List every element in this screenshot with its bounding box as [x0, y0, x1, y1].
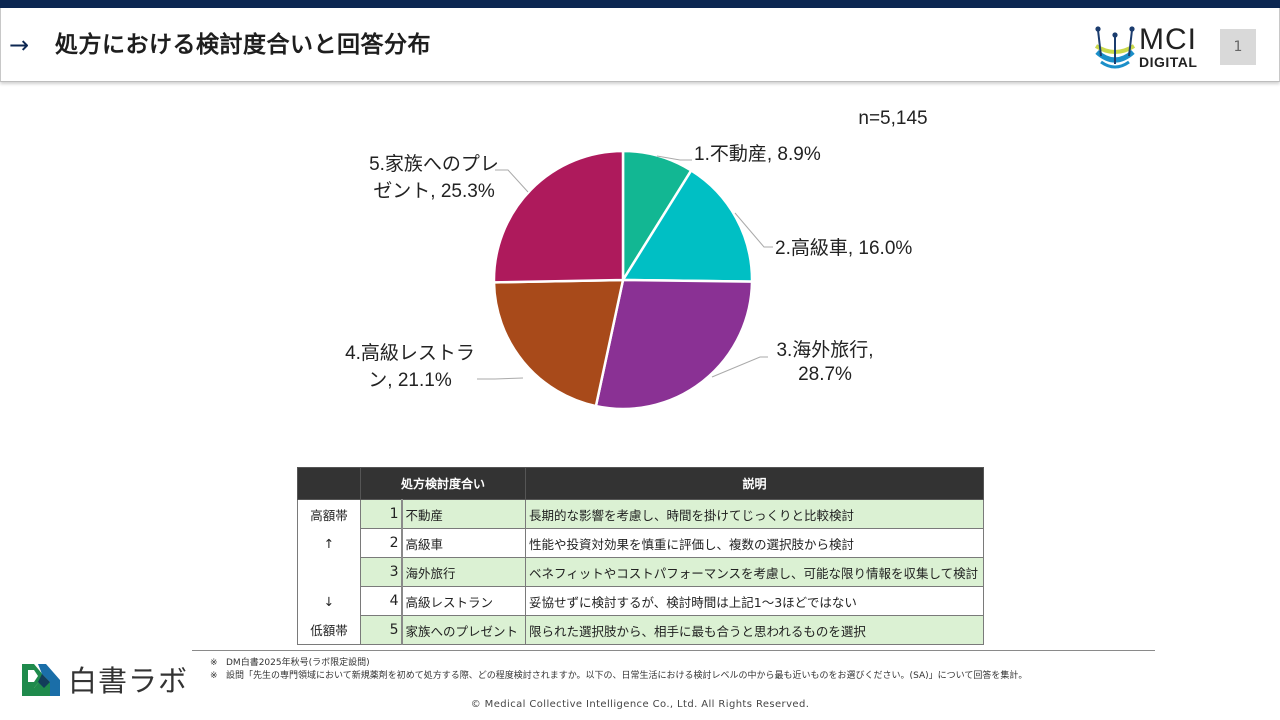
data-label-5-line1: 5.家族へのプレ	[369, 153, 499, 175]
price-band	[297, 557, 361, 587]
hakusho-lab-logo: 白書ラボ	[20, 662, 190, 700]
price-band: 高額帯	[297, 499, 361, 529]
footer-divider	[192, 650, 1155, 651]
table-row: 高額帯 1 不動産 長期的な影響を考慮し、時間を掛けてじっくりと比較検討	[297, 499, 985, 529]
data-label-3-line1: 3.海外旅行,	[776, 339, 873, 361]
row-item: 不動産	[400, 499, 527, 529]
row-description: 妥協せずに検討するが、検討時間は上記1～3ほどではない	[525, 586, 985, 616]
header-description: 説明	[525, 467, 985, 500]
footnote: ※ 設問「先生の専門領域において新規薬剤を初めて処方する際、どの程度検討されますか…	[210, 670, 1027, 683]
row-number: 2	[360, 528, 403, 558]
table-row: ↓ 4 高級レストラン 妥協せずに検討するが、検討時間は上記1～3ほどではない	[297, 586, 985, 616]
row-number: 3	[360, 557, 403, 587]
footnote-text: 設問「先生の専門領域において新規薬剤を初めて処方する際、どの程度検討されますか。…	[226, 671, 1028, 681]
price-band-arrow-down: ↓	[297, 586, 361, 616]
header-band	[297, 467, 361, 500]
footnotes: ※ DM白書2025年秋号(ラボ限定設問) ※ 設問「先生の専門領域において新規薬剤…	[210, 657, 1027, 683]
data-label-4-line1: 4.高級レストラ	[345, 342, 475, 364]
data-label-4-line2: ン, 21.1%	[368, 370, 452, 391]
pie-slices	[492, 149, 754, 411]
footnote: ※ DM白書2025年秋号(ラボ限定設問)	[210, 657, 1027, 670]
hakusho-lab-logo-text: 白書ラボ	[68, 664, 189, 698]
dm-logo-icon	[22, 664, 60, 696]
arrow-right-icon: →	[9, 31, 30, 59]
data-label-3-line2: 28.7%	[798, 364, 852, 385]
digital-logo-text: DIGITAL	[1139, 54, 1198, 70]
data-labels: 1.不動産, 8.9% 2.高級車, 16.0% 3.海外旅行, 28.7% 4…	[345, 143, 912, 391]
copyright: © Medical Collective Intelligence Co., L…	[470, 699, 810, 710]
data-label-1: 1.不動産, 8.9%	[694, 143, 821, 165]
table-row: ↑ 2 高級車 性能や投資対効果を慎重に評価し、複数の選択肢から検討	[297, 528, 985, 558]
pie-slice-luxury-car	[620, 168, 754, 283]
note-mark: ※	[210, 671, 218, 681]
page-number: 1	[1220, 29, 1256, 65]
slide-header: → 処方における検討度合いと回答分布 MCI DIGITAL 1	[0, 8, 1280, 82]
footnote-text: DM白書2025年秋号(ラボ限定設問)	[226, 658, 370, 668]
price-band-arrow-up: ↑	[297, 528, 361, 558]
table-row: 低額帯 5 家族へのプレゼント 限られた選択肢から、相手に最も合うと思われるもの…	[297, 615, 985, 645]
top-accent-bar	[0, 0, 1280, 8]
row-number: 4	[360, 586, 403, 616]
row-description: 長期的な影響を考慮し、時間を掛けてじっくりと比較検討	[525, 499, 985, 529]
row-item: 海外旅行	[400, 557, 527, 587]
mci-logo-text: MCI	[1139, 23, 1197, 56]
pie-slice-overseas-travel	[594, 278, 754, 411]
pie-slice-luxury-restaurant	[492, 278, 625, 408]
table-header-row: 処方検討度合い 説明	[297, 467, 985, 500]
leader-lines	[477, 155, 773, 380]
sample-size-label: n=5,145	[858, 108, 927, 129]
pie-slice-family-present	[492, 149, 625, 284]
consideration-level-table: 処方検討度合い 説明 高額帯 1 不動産 長期的な影響を考慮し、時間を掛けてじっ…	[297, 467, 985, 645]
row-item: 家族へのプレゼント	[400, 615, 527, 645]
row-item: 高級レストラン	[400, 586, 527, 616]
header-consideration-level: 処方検討度合い	[359, 467, 527, 500]
row-description: ベネフィットやコストパフォーマンスを考慮し、可能な限り情報を収集して検討	[525, 557, 985, 587]
row-description: 性能や投資対効果を慎重に評価し、複数の選択肢から検討	[525, 528, 985, 558]
table-row: 3 海外旅行 ベネフィットやコストパフォーマンスを考慮し、可能な限り情報を収集し…	[297, 557, 985, 587]
page-title: 処方における検討度合いと回答分布	[55, 32, 431, 58]
price-band: 低額帯	[297, 615, 361, 645]
row-number: 5	[360, 615, 403, 645]
row-number: 1	[360, 499, 403, 529]
row-item: 高級車	[400, 528, 527, 558]
mci-digital-logo: MCI DIGITAL	[1093, 24, 1203, 70]
note-mark: ※	[210, 658, 218, 668]
data-label-2: 2.高級車, 16.0%	[775, 237, 912, 259]
crown-icon	[1094, 26, 1136, 69]
data-label-5-line2: ゼント, 25.3%	[373, 180, 495, 202]
row-description: 限られた選択肢から、相手に最も合うと思われるものを選択	[525, 615, 985, 645]
